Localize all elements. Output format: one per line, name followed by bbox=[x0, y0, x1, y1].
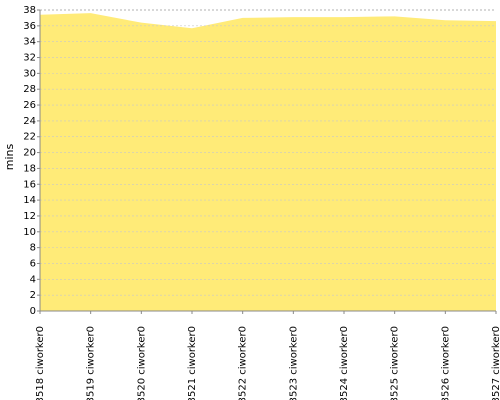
x-tick-label: #3520 ciworker0 bbox=[136, 326, 147, 400]
x-tick-label: #3527 ciworker0 bbox=[491, 326, 500, 400]
x-tick-label: #3518 ciworker0 bbox=[35, 326, 46, 400]
y-tick-label: 34 bbox=[23, 37, 36, 48]
y-tick-label: 32 bbox=[23, 53, 36, 64]
y-tick-label: 24 bbox=[23, 116, 36, 127]
y-tick-label: 0 bbox=[30, 306, 36, 317]
x-tick-label: #3519 ciworker0 bbox=[86, 326, 97, 400]
y-tick-label: 16 bbox=[23, 179, 36, 190]
x-tick-label: #3525 ciworker0 bbox=[390, 326, 401, 400]
y-tick-label: 30 bbox=[23, 68, 36, 79]
y-tick-label: 22 bbox=[23, 132, 36, 143]
y-tick-label: 26 bbox=[23, 100, 36, 111]
y-tick-label: 2 bbox=[30, 290, 36, 301]
y-tick-label: 20 bbox=[23, 148, 36, 159]
x-tick-label: #3521 ciworker0 bbox=[187, 326, 198, 400]
y-tick-label: 18 bbox=[23, 163, 36, 174]
y-tick-label: 4 bbox=[30, 274, 36, 285]
x-tick-label: #3522 ciworker0 bbox=[238, 326, 249, 400]
x-tick-label: #3523 ciworker0 bbox=[288, 326, 299, 400]
y-tick-label: 28 bbox=[23, 84, 36, 95]
y-tick-label: 38 bbox=[23, 5, 36, 16]
y-axis-label: mins bbox=[3, 143, 16, 170]
y-tick-label: 14 bbox=[23, 195, 36, 206]
y-tick-label: 10 bbox=[23, 227, 36, 238]
y-tick-label: 6 bbox=[30, 258, 36, 269]
x-tick-label: #3526 ciworker0 bbox=[440, 326, 451, 400]
y-tick-label: 36 bbox=[23, 21, 36, 32]
y-tick-label: 8 bbox=[30, 243, 36, 254]
area bbox=[40, 13, 496, 311]
x-tick-label: #3524 ciworker0 bbox=[339, 326, 350, 400]
y-tick-label: 12 bbox=[23, 211, 36, 222]
